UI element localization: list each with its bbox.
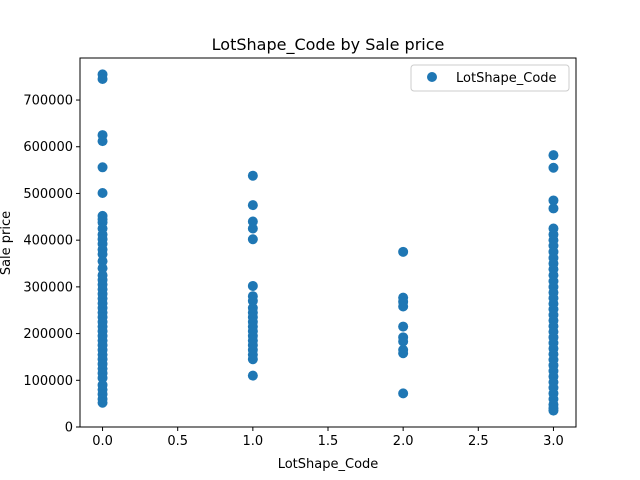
x-tick-label: 2.5 <box>468 434 489 449</box>
data-point <box>548 203 559 214</box>
data-point <box>398 388 409 399</box>
data-point <box>247 216 258 227</box>
data-point <box>247 370 258 381</box>
data-point <box>97 74 108 85</box>
data-point <box>247 234 258 245</box>
y-tick-label: 0 <box>65 421 73 436</box>
y-tick-label: 400000 <box>23 234 73 249</box>
data-point <box>548 405 559 416</box>
data-points <box>97 69 559 416</box>
data-point <box>398 348 409 359</box>
data-point <box>97 256 108 267</box>
x-tick-label: 2.0 <box>393 434 414 449</box>
y-tick-label: 700000 <box>23 94 73 109</box>
y-tick-label: 500000 <box>23 187 73 202</box>
y-tick-label: 200000 <box>23 327 73 342</box>
y-tick-label: 300000 <box>23 280 73 295</box>
x-tick-label: 0.0 <box>92 434 113 449</box>
data-point <box>398 246 409 257</box>
data-point <box>398 301 409 312</box>
x-axis: 0.0 0.5 1.0 1.5 2.0 2.5 3.0 <box>92 427 564 449</box>
data-point <box>548 195 559 206</box>
data-point <box>97 397 108 408</box>
data-point <box>548 162 559 173</box>
legend-marker <box>427 72 437 82</box>
x-tick-label: 0.5 <box>167 434 188 449</box>
data-point <box>398 321 409 332</box>
chart-title: LotShape_Code by Sale price <box>212 35 445 55</box>
data-point <box>97 263 108 274</box>
data-point <box>398 336 409 347</box>
legend: LotShape_Code <box>410 64 570 92</box>
data-point <box>247 170 258 181</box>
data-point <box>97 249 108 260</box>
data-point <box>247 280 258 291</box>
y-tick-label: 100000 <box>23 374 73 389</box>
data-point <box>548 150 559 161</box>
data-point <box>247 354 258 365</box>
y-axis-title: Sale price <box>0 211 14 275</box>
data-point <box>97 162 108 173</box>
data-point <box>97 372 108 383</box>
legend-box <box>410 64 570 92</box>
data-point <box>97 136 108 147</box>
x-tick-label: 1.5 <box>318 434 339 449</box>
x-tick-label: 3.0 <box>543 434 564 449</box>
y-axis: 0 100000 200000 300000 400000 500000 600000 700… <box>23 94 80 436</box>
data-point <box>97 187 108 198</box>
x-tick-label: 1.0 <box>243 434 264 449</box>
x-axis-title: LotShape_Code <box>278 457 379 472</box>
data-point <box>247 200 258 211</box>
data-point <box>247 295 258 306</box>
y-tick-label: 600000 <box>23 140 73 155</box>
legend-label: LotShape_Code <box>456 71 557 86</box>
data-point <box>247 223 258 234</box>
